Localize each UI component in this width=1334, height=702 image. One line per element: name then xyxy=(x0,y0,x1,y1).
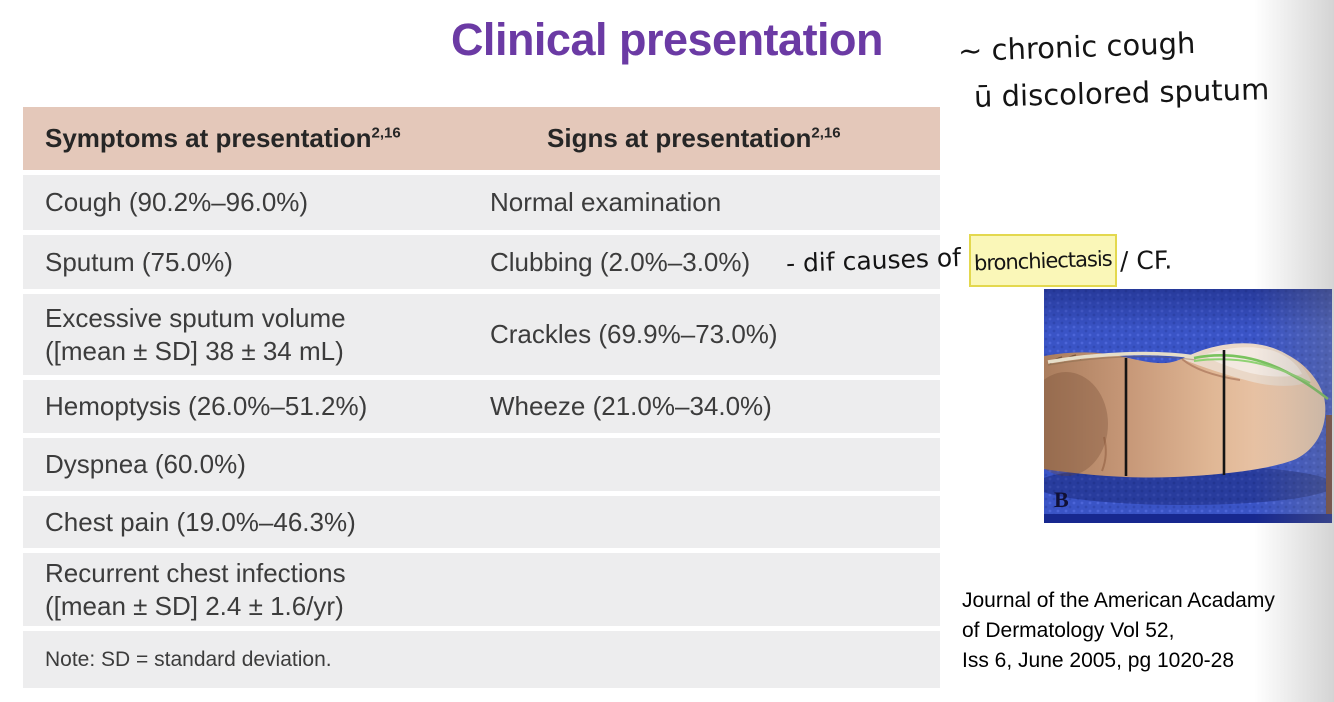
green-angle-line-lower xyxy=(1193,358,1311,384)
symptom-text: Chest pain (19.0%–46.3%) xyxy=(45,506,356,537)
signs-header-superscript: 2,16 xyxy=(811,124,841,142)
symptom-text: Hemoptysis (26.0%–51.2%) xyxy=(45,391,368,421)
citation: Journal of the American Acadamy of Derma… xyxy=(962,586,1332,676)
citation-line2: of Dermatology Vol 52, xyxy=(962,619,1175,642)
clubbed-finger-photo-svg: B xyxy=(1024,289,1334,523)
page-title: Clinical presentation xyxy=(450,14,884,65)
table-row: Hemoptysis (26.0%–51.2%) Wheeze (21.0%–3… xyxy=(23,380,940,433)
symptom-text: Cough (90.2%–96.0%) xyxy=(45,187,309,217)
cloth-shadow xyxy=(1044,289,1332,329)
sign-text: Clubbing (2.0%–3.0%) xyxy=(490,246,751,277)
symptom-cell: Hemoptysis (26.0%–51.2%) xyxy=(23,390,490,423)
photo-edge-band xyxy=(1326,415,1332,514)
citation-line1: Journal of the American Acadamy xyxy=(962,589,1275,612)
sign-cell: Clubbing (2.0%–3.0%) xyxy=(490,246,940,279)
symptom-cell: Sputum (75.0%) xyxy=(23,246,490,279)
table-row: Cough (90.2%–96.0%) Normal examination xyxy=(23,175,940,230)
sign-cell: Crackles (69.9%–73.0%) xyxy=(490,318,940,351)
footnote-text: Note: SD = standard deviation. xyxy=(45,647,332,671)
symptom-cell: Chest pain (19.0%–46.3%) xyxy=(23,506,490,539)
symptoms-header-label: Symptoms at presentation xyxy=(45,123,372,153)
sign-cell: Normal examination xyxy=(490,186,940,219)
sign-text: Normal examination xyxy=(490,187,722,217)
sign-text: Crackles (69.9%–73.0%) xyxy=(490,319,778,349)
yellow-highlight: bronchiectasis xyxy=(968,234,1117,287)
symptoms-header-cell: Symptoms at presentation2,16 xyxy=(23,122,490,155)
citation-line3: Iss 6, June 2005, pg 1020-28 xyxy=(962,649,1235,672)
clubbing-annotation-highlighted-word: bronchiectasis xyxy=(973,246,1112,275)
symptom-text-line1: Excessive sputum volume xyxy=(45,302,346,333)
clubbed-finger-photo: B xyxy=(1024,289,1334,523)
symptom-text: Sputum (75.0%) xyxy=(45,246,233,277)
symptom-text-line2: ([mean ± SD] 38 ± 34 mL) xyxy=(45,335,344,366)
handwritten-note-line2: ū discolored sputum xyxy=(973,72,1270,114)
signs-header-label: Signs at presentation xyxy=(547,123,812,153)
measuring-stick xyxy=(1047,351,1197,364)
clubbing-annotation-prefix: - dif causes of xyxy=(785,242,962,279)
symptom-cell: Dyspnea (60.0%) xyxy=(23,448,490,481)
symptom-text-line2: ([mean ± SD] 2.4 ± 1.6/yr) xyxy=(45,590,344,621)
measuring-stick-shadow xyxy=(1047,355,1197,366)
fingernail xyxy=(1182,343,1311,386)
table-row: Dyspnea (60.0%) xyxy=(23,438,940,491)
table-row: Recurrent chest infections ([mean ± SD] … xyxy=(23,553,940,626)
green-angle-line-upper xyxy=(1193,353,1329,401)
sign-cell: Wheeze (21.0%–34.0%) xyxy=(490,390,940,423)
nail-fold-line xyxy=(1181,358,1241,381)
table-footnote-row: Note: SD = standard deviation. xyxy=(23,631,940,688)
symptom-text-line1: Recurrent chest infections xyxy=(45,557,346,588)
symptom-cell: Cough (90.2%–96.0%) xyxy=(23,186,490,219)
table-row: Chest pain (19.0%–46.3%) xyxy=(23,496,940,548)
symptom-cell: Excessive sputum volume ([mean ± SD] 38 … xyxy=(23,302,490,368)
knuckle-shading xyxy=(1024,372,1108,476)
table-row: Sputum (75.0%) Clubbing (2.0%–3.0%) xyxy=(23,235,940,289)
table-row: Excessive sputum volume ([mean ± SD] 38 … xyxy=(23,294,940,375)
symptom-text: Dyspnea (60.0%) xyxy=(45,449,246,479)
clubbing-annotation: - dif causes of bronchiectasis / CF. xyxy=(786,232,1172,289)
finger-crease xyxy=(1101,436,1107,472)
sign-text: Wheeze (21.0%–34.0%) xyxy=(490,391,772,421)
photo-bottom-border xyxy=(1044,514,1332,523)
symptom-cell: Recurrent chest infections ([mean ± SD] … xyxy=(23,557,490,623)
signs-header-cell: Signs at presentation2,16 xyxy=(490,122,940,155)
symptoms-signs-table: Symptoms at presentation2,16 Signs at pr… xyxy=(23,107,940,688)
figure-label: B xyxy=(1054,487,1069,512)
symptoms-header-superscript: 2,16 xyxy=(371,124,401,142)
clubbing-annotation-suffix: / CF. xyxy=(1119,245,1172,276)
table-header-row: Symptoms at presentation2,16 Signs at pr… xyxy=(23,107,940,170)
